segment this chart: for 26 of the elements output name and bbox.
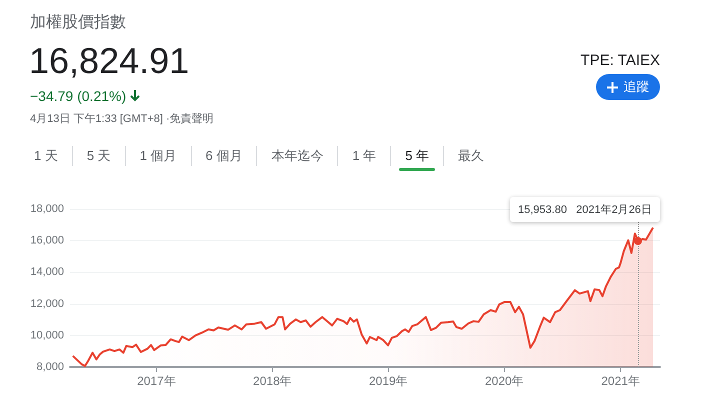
y-tick-label: 16,000 <box>30 234 64 247</box>
x-tick-label: 2019年 <box>369 374 408 388</box>
text: 6 個月 <box>192 146 258 166</box>
text: 最久 <box>457 147 486 165</box>
chart-title: 加權股價指數 <box>30 12 126 33</box>
x-tick-label: 2017年 <box>137 374 176 388</box>
x-tick-label: 2021年 <box>601 374 640 388</box>
text: 1 天 <box>20 146 73 166</box>
text: 5 天 <box>72 146 126 166</box>
text: 追蹤 <box>624 78 650 96</box>
y-tick-label: 8,000 <box>36 361 64 373</box>
y-tick-label: 12,000 <box>30 298 64 310</box>
text: 1 年 <box>338 146 392 166</box>
chart-subtitle: 16,824.91 <box>29 40 190 82</box>
y-tick-label: 14,000 <box>30 266 64 278</box>
text: −34.79 (0.21%) <box>30 88 126 104</box>
y-tick-label: 10,000 <box>30 329 64 342</box>
annotation: 15,953.80 2021年2月26日 <box>510 197 660 222</box>
y-tick-label: 18,000 <box>30 203 64 215</box>
text: TPE: TAIEX <box>580 52 660 69</box>
x-tick-label: 2018年 <box>253 374 292 388</box>
text: 4月13日 下午1:33 [GMT+8] ·免責聲明 <box>30 112 214 126</box>
text: 1 個月 <box>126 146 192 166</box>
x-tick-label: 2020年 <box>484 374 524 388</box>
text: 本年迄今 <box>257 146 338 166</box>
text: 5 年 <box>391 146 444 166</box>
